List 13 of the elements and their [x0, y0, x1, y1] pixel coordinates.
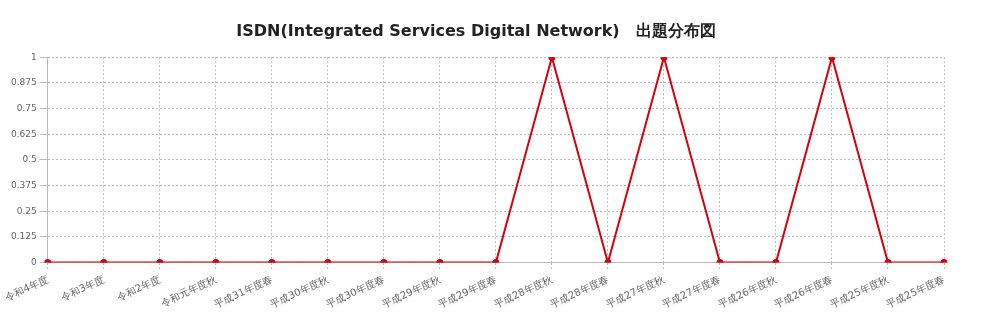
- y-tick-label: 0: [31, 256, 38, 267]
- y-tick-label: 0.125: [11, 231, 37, 242]
- y-tick-label: 0.5: [22, 154, 37, 165]
- x-tick-label: 令和2年度: [115, 273, 162, 303]
- y-tick-label: 0.625: [11, 128, 37, 139]
- y-tick-label: 1: [31, 51, 37, 62]
- y-tick-label: 0.25: [16, 205, 37, 216]
- x-tick-label: 令和4年度: [3, 273, 50, 303]
- y-tick-label: 0.875: [11, 77, 37, 88]
- x-tick-label: 令和3年度: [59, 273, 106, 303]
- chart-title: ISDN(Integrated Services Digital Network) 出題分布図: [236, 20, 716, 40]
- y-tick-label: 0.375: [11, 179, 37, 190]
- y-tick-label: 0.75: [16, 102, 37, 113]
